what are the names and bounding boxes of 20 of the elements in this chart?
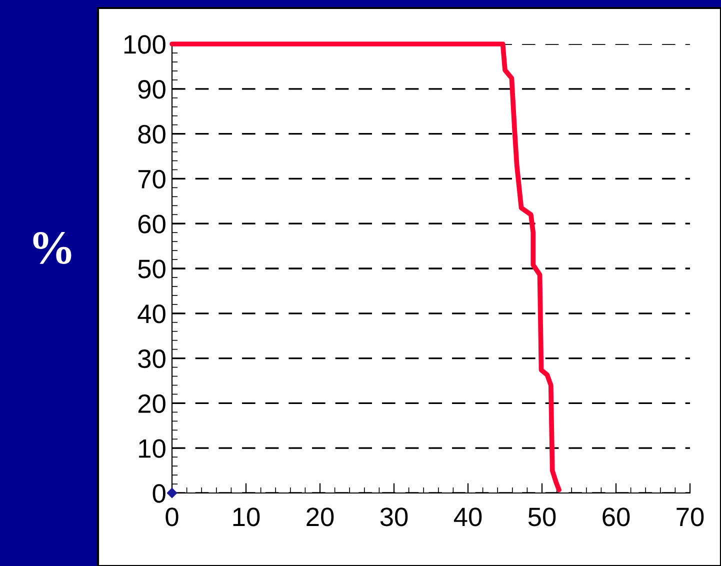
y-tick-label: 10 bbox=[139, 439, 166, 458]
y-tick-label: 0 bbox=[152, 484, 166, 503]
x-tick-label: 20 bbox=[306, 508, 334, 526]
y-tick-label: 40 bbox=[138, 304, 166, 324]
y-tick-label: 70 bbox=[138, 170, 166, 189]
y-tick-label: 20 bbox=[138, 394, 166, 414]
y-tick-label: 30 bbox=[138, 349, 166, 368]
y-tick-label: 80 bbox=[138, 124, 166, 144]
x-tick-label: 10 bbox=[233, 508, 260, 526]
y-tick-label: 50 bbox=[138, 260, 166, 278]
y-tick-label: 90 bbox=[138, 80, 166, 99]
y-axis-title: % bbox=[33, 232, 72, 264]
x-tick-label: 0 bbox=[166, 508, 178, 526]
y-tick-label: 100 bbox=[124, 35, 166, 54]
x-tick-label: 30 bbox=[380, 508, 408, 526]
y-tick-label: 60 bbox=[138, 214, 166, 234]
x-tick-label: 60 bbox=[602, 508, 630, 526]
x-tick-label: 40 bbox=[454, 508, 482, 526]
x-tick-label: 50 bbox=[528, 508, 556, 526]
x-tick-label: 70 bbox=[676, 508, 704, 526]
